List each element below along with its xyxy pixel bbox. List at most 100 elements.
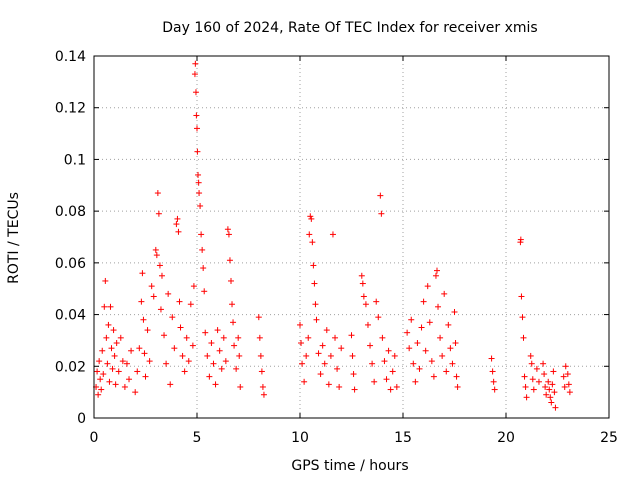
data-point [104,360,111,367]
data-point [338,345,345,352]
data-point [387,386,394,393]
y-tick-label: 0.06 [55,256,86,272]
data-point [193,112,200,119]
data-point [102,277,109,284]
plot-frame [93,55,610,419]
x-tick-label: 25 [600,430,618,446]
data-point [169,314,176,321]
data-point [377,192,384,199]
data-point [313,316,320,323]
data-point [192,60,199,67]
data-point [332,334,339,341]
data-point [306,231,313,238]
data-point [179,352,186,359]
data-point [97,376,104,383]
data-point [393,383,400,390]
data-point [375,314,382,321]
data-point [208,340,215,347]
data-point [229,301,236,308]
data-point [257,352,264,359]
data-point [141,350,148,357]
data-point [445,321,452,328]
data-point [165,290,172,297]
data-point [126,376,133,383]
data-point [369,360,376,367]
data-point [156,262,163,269]
data-point [194,148,201,155]
data-point [212,381,219,388]
data-point [378,210,385,217]
data-point [542,383,549,390]
data-point [231,342,238,349]
data-point [523,394,530,401]
data-point [428,358,435,365]
data-point [174,215,181,222]
data-point [195,171,202,178]
data-point [410,360,417,367]
data-point [406,345,413,352]
data-point [535,378,542,385]
data-point [454,383,461,390]
data-point [123,360,130,367]
data-point [389,368,396,375]
data-point [560,373,567,380]
data-point [144,327,151,334]
data-point [175,228,182,235]
data-point [303,352,310,359]
data-point [527,352,534,359]
data-point [192,89,199,96]
y-tick-label: 0.04 [55,308,86,324]
data-point [150,293,157,300]
data-point [546,386,553,393]
data-point [348,332,355,339]
data-point [181,368,188,375]
data-point [416,365,423,372]
data-point [200,265,207,272]
data-point [256,334,263,341]
data-point [404,329,411,336]
data-point [196,190,203,197]
data-point [391,352,398,359]
data-point [408,316,415,323]
data-point [439,352,446,359]
data-point [367,342,374,349]
data-point [146,358,153,365]
data-point [191,71,198,78]
data-point [305,334,312,341]
data-point [414,340,421,347]
data-point [163,360,170,367]
data-point [310,262,317,269]
grid-lines [94,56,609,418]
data-point [562,363,569,370]
data-point [96,358,103,365]
data-point [222,358,229,365]
data-point [327,352,334,359]
data-point [489,368,496,375]
data-point [319,342,326,349]
data-point [214,327,221,334]
data-point [236,352,243,359]
y-axis-label: ROTI / TECUs [6,192,22,284]
data-point [134,368,141,375]
data-point [121,383,128,390]
data-point [132,389,139,396]
data-point [424,283,431,290]
data-point [359,280,366,287]
data-point [112,381,119,388]
data-point [566,389,573,396]
data-point [255,314,262,321]
data-point [105,321,112,328]
data-point [235,334,242,341]
data-point [152,246,159,253]
data-point [230,319,237,326]
data-point [317,371,324,378]
data-point [449,360,456,367]
data-point [312,301,319,308]
data-points [93,60,573,411]
data-point [185,358,192,365]
data-point [435,303,442,310]
data-point [206,373,213,380]
data-point [350,371,357,378]
